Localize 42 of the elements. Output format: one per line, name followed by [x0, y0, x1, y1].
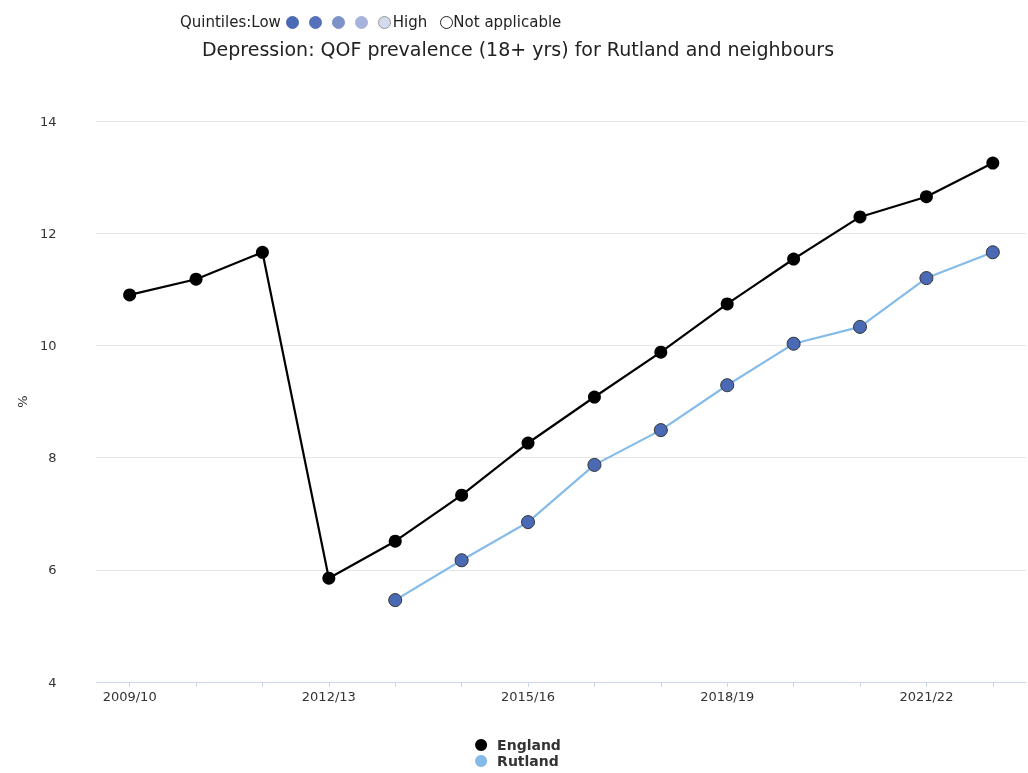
- point: [986, 156, 1000, 170]
- point: [322, 571, 336, 585]
- text: Not applicable: [453, 13, 562, 31]
- point: [455, 488, 469, 502]
- y-tick-label: 14: [39, 113, 57, 129]
- point: [919, 190, 933, 204]
- point: [521, 515, 536, 530]
- x-tick-label: 2009/10: [102, 689, 157, 704]
- x-tick-label: 2018/19: [700, 689, 755, 704]
- x-tick-label: 2012/13: [301, 689, 356, 704]
- point: [919, 271, 934, 286]
- legend-label: England: [497, 737, 561, 753]
- point: [853, 319, 868, 334]
- point: [388, 593, 403, 608]
- point: [720, 297, 734, 311]
- point: [653, 423, 668, 438]
- point: [255, 245, 269, 259]
- point: [787, 252, 801, 266]
- point: [388, 534, 402, 548]
- point: [720, 378, 735, 393]
- point: [454, 553, 469, 568]
- point: [123, 288, 137, 302]
- point: [189, 272, 203, 286]
- chart-title: Depression: QOF prevalence (18+ yrs) for Rutland and neighbours: [201, 37, 835, 60]
- point: [985, 245, 1000, 260]
- y-tick-label: 4: [48, 674, 57, 690]
- y-axis-title: %: [15, 395, 30, 408]
- point: [853, 210, 867, 224]
- point: [786, 336, 801, 351]
- point: [587, 457, 602, 472]
- legend-label: Rutland: [497, 753, 559, 769]
- y-tick-label: 6: [48, 562, 57, 578]
- y-tick-label: 8: [48, 450, 57, 466]
- y-tick-label: 12: [39, 225, 57, 241]
- x-tick-label: 2015/16: [501, 689, 556, 704]
- text: Quintiles:Low: [180, 13, 281, 31]
- point: [587, 390, 601, 404]
- y-tick-label: 10: [39, 337, 57, 353]
- point: [654, 345, 668, 359]
- x-tick-label: 2021/22: [899, 689, 954, 704]
- text: High: [392, 13, 428, 31]
- point: [521, 436, 535, 450]
